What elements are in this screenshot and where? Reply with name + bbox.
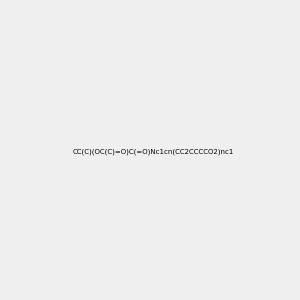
Text: CC(C)(OC(C)=O)C(=O)Nc1cn(CC2CCCCO2)nc1: CC(C)(OC(C)=O)C(=O)Nc1cn(CC2CCCCO2)nc1 [73, 148, 234, 155]
